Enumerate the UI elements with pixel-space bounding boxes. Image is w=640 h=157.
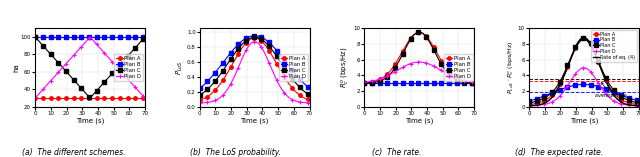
Y-axis label: $R_c^o$ (bps/Hz): $R_c^o$ (bps/Hz) bbox=[340, 47, 352, 88]
Text: (c)  The rate.: (c) The rate. bbox=[372, 148, 422, 157]
Text: (d)  The expected rate.: (d) The expected rate. bbox=[515, 148, 603, 157]
X-axis label: Time (s): Time (s) bbox=[241, 117, 269, 124]
Y-axis label: $P_{LoS} \cdot R_c^o$ (bps/Hz): $P_{LoS} \cdot R_c^o$ (bps/Hz) bbox=[507, 41, 516, 94]
X-axis label: Time (s): Time (s) bbox=[76, 117, 104, 124]
Legend: Plan A, Plan B, Plan C, Plan D: Plan A, Plan B, Plan C, Plan D bbox=[444, 54, 472, 81]
X-axis label: Time (s): Time (s) bbox=[570, 117, 598, 124]
Legend: Plan A, Plan B, Plan C, Plan D: Plan A, Plan B, Plan C, Plan D bbox=[115, 54, 143, 81]
Text: (a)  The different schemes.: (a) The different schemes. bbox=[22, 148, 125, 157]
Y-axis label: $P_{LoS}$: $P_{LoS}$ bbox=[175, 60, 186, 75]
Y-axis label: ha: ha bbox=[13, 63, 19, 72]
Text: average rate: average rate bbox=[595, 82, 627, 98]
Legend: Plan A, Plan B, Plan C, Plan D: Plan A, Plan B, Plan C, Plan D bbox=[279, 54, 308, 81]
Legend: Plan A, Plan B, Plan C, Plan D, Rate of eq. (4): Plan A, Plan B, Plan C, Plan D, Rate of … bbox=[591, 30, 637, 62]
Text: (b)  The LoS probability.: (b) The LoS probability. bbox=[190, 148, 281, 157]
X-axis label: Time (s): Time (s) bbox=[405, 117, 433, 124]
